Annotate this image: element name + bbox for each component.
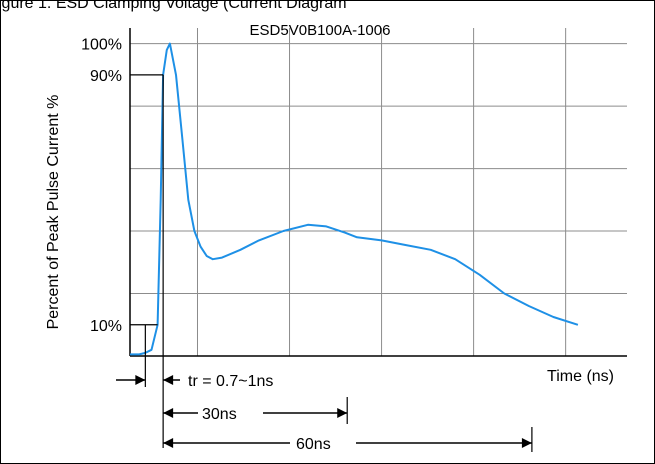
- figure-header: igure 1. ESD Clamping Voltage (Current D…: [0, 0, 347, 12]
- y-tick-label: 10%: [90, 318, 122, 335]
- tr-arrowhead-right: [135, 375, 146, 385]
- tr-label: tr = 0.7~1ns: [188, 373, 273, 390]
- y-axis-label: Percent of Peak Pulse Current %: [45, 95, 62, 330]
- chart-title: ESD5V0B100A-1006: [250, 22, 391, 39]
- series-line: [130, 42, 579, 356]
- t30-label: 30ns: [202, 406, 237, 423]
- chart-annotations: tr = 0.7~1ns 30ns 60ns: [116, 74, 533, 453]
- x-axis-label: Time (ns): [547, 368, 614, 385]
- chart-series: [130, 42, 579, 356]
- chart-axes: [129, 28, 627, 357]
- chart-grid: [130, 28, 627, 356]
- tr-arrowhead-left: [163, 375, 174, 385]
- chart-ticks: 100% 90% 10%: [81, 37, 122, 335]
- t60-label: 60ns: [296, 436, 331, 453]
- y-tick-label: 100%: [81, 37, 122, 54]
- t30-arrowhead-right: [337, 408, 348, 418]
- y-tick-label: 90%: [90, 68, 122, 85]
- t60-arrowhead-right: [521, 438, 532, 448]
